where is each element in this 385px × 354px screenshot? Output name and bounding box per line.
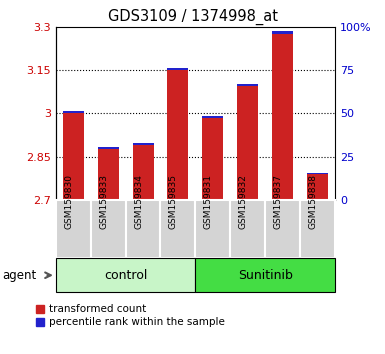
Bar: [132, 143, 154, 145]
Bar: [195, 200, 230, 258]
Text: agent: agent: [2, 269, 36, 282]
Bar: [300, 200, 335, 258]
Bar: [63, 113, 84, 200]
Text: GSM159833: GSM159833: [99, 174, 108, 229]
Bar: [167, 68, 188, 70]
Bar: [203, 118, 223, 200]
Text: GSM159832: GSM159832: [239, 174, 248, 229]
Text: GSM159835: GSM159835: [169, 174, 178, 229]
Text: GSM159831: GSM159831: [204, 174, 213, 229]
Text: GSM159838: GSM159838: [308, 174, 318, 229]
Text: GSM159837: GSM159837: [274, 174, 283, 229]
Text: GDS3109 / 1374998_at: GDS3109 / 1374998_at: [107, 9, 278, 25]
Text: GSM159834: GSM159834: [134, 174, 143, 229]
Text: GSM159830: GSM159830: [64, 174, 73, 229]
Bar: [195, 258, 335, 292]
Bar: [237, 86, 258, 200]
Bar: [126, 200, 161, 258]
Bar: [132, 145, 154, 200]
Bar: [203, 116, 223, 118]
Bar: [98, 149, 119, 200]
Bar: [265, 200, 300, 258]
Bar: [56, 200, 91, 258]
Bar: [161, 200, 195, 258]
Bar: [272, 31, 293, 34]
Bar: [63, 111, 84, 113]
Bar: [98, 147, 119, 149]
Bar: [230, 200, 265, 258]
Bar: [237, 84, 258, 86]
Bar: [91, 200, 126, 258]
Bar: [307, 172, 328, 174]
Text: control: control: [104, 269, 147, 282]
Bar: [167, 70, 188, 200]
Bar: [56, 258, 195, 292]
Legend: transformed count, percentile rank within the sample: transformed count, percentile rank withi…: [36, 304, 224, 327]
Text: Sunitinib: Sunitinib: [238, 269, 293, 282]
Bar: [272, 34, 293, 200]
Bar: [307, 174, 328, 200]
